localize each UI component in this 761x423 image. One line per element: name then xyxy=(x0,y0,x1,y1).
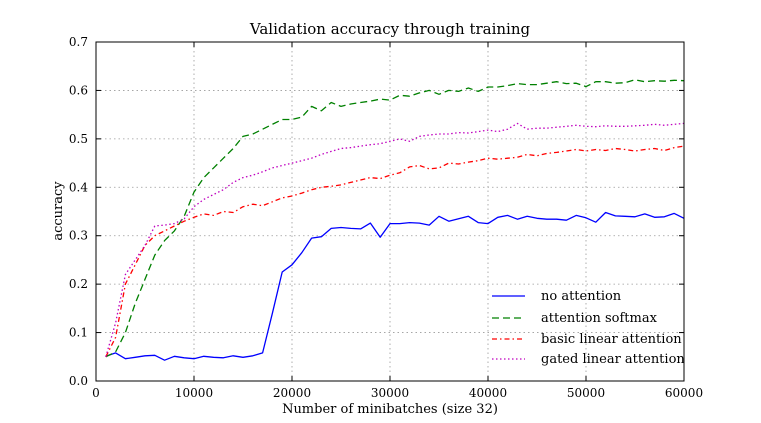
series-lines xyxy=(105,79,685,361)
y-tick-label: 0.3 xyxy=(69,229,88,243)
y-tick-label: 0.6 xyxy=(69,83,88,97)
chart-title: Validation accuracy through training xyxy=(249,20,531,38)
series-line-attention-softmax xyxy=(105,79,685,358)
legend-label-attention-softmax: attention softmax xyxy=(541,311,658,326)
x-tick-label: 10000 xyxy=(175,386,213,400)
x-tick-label: 30000 xyxy=(371,386,409,400)
x-tick-label: 60000 xyxy=(665,386,703,400)
x-tick-label: 20000 xyxy=(273,386,311,400)
series-line-gated-linear-attention xyxy=(105,122,685,357)
y-tick-label: 0.0 xyxy=(69,374,88,388)
legend-entry: basic linear attention xyxy=(492,332,682,347)
y-tick-label: 0.7 xyxy=(69,35,88,49)
y-axis-label: accuracy xyxy=(51,181,66,241)
series-line-basic-linear-attention xyxy=(105,145,685,358)
y-tick-label: 0.4 xyxy=(69,180,88,194)
legend-entry: no attention xyxy=(492,289,622,304)
y-tick-label: 0.2 xyxy=(69,277,88,291)
y-tick-label: 0.1 xyxy=(69,326,88,340)
legend-entry: gated linear attention xyxy=(492,352,685,367)
x-tick-label: 0 xyxy=(92,386,100,400)
legend-label-basic-linear-attention: basic linear attention xyxy=(541,332,682,347)
series-line-no-attention xyxy=(105,211,685,361)
x-tick-label: 50000 xyxy=(567,386,605,400)
axis-ticks: 0 10000 20000 30000 40000 50000 60000 0.0 0.1 0.2… xyxy=(69,35,703,400)
legend-label-no-attention: no attention xyxy=(541,289,622,304)
legend-entry: attention softmax xyxy=(492,311,658,326)
x-tick-label: 40000 xyxy=(469,386,507,400)
x-axis-label: Number of minibatches (size 32) xyxy=(282,402,498,417)
legend-label-gated-linear-attention: gated linear attention xyxy=(541,352,685,367)
grid xyxy=(95,41,685,382)
legend: no attention attention softmax basic lin… xyxy=(492,289,685,367)
y-tick-label: 0.5 xyxy=(69,132,88,146)
